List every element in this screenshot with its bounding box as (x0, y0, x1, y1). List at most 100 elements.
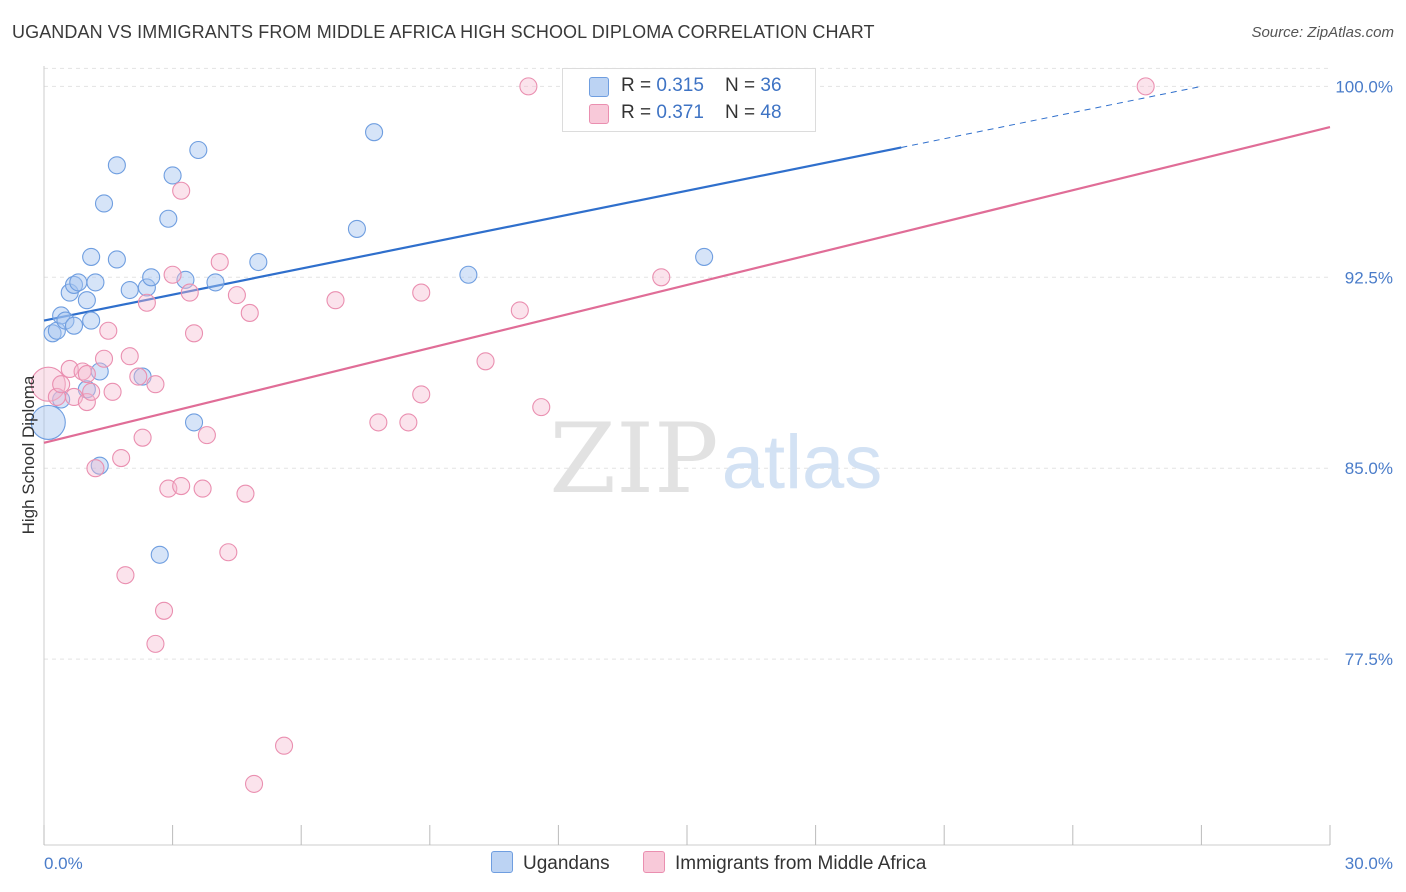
legend-swatch-middle-africa (589, 104, 609, 124)
point-middle-africa (30, 366, 66, 402)
point-middle-africa (275, 736, 294, 755)
point-ugandans (107, 156, 126, 175)
point-middle-africa (399, 413, 418, 432)
point-middle-africa (180, 283, 199, 302)
tick-labels: 77.5% 85.0% 92.5% 100.0% 0.0% 30.0% (44, 77, 1393, 873)
point-ugandans (459, 265, 478, 284)
point-middle-africa (112, 448, 131, 468)
y-tick-label: 92.5% (1345, 268, 1393, 287)
point-ugandans (184, 413, 204, 432)
point-middle-africa (82, 382, 101, 401)
point-middle-africa (99, 321, 118, 340)
point-middle-africa (129, 367, 148, 386)
point-middle-africa (193, 479, 212, 498)
point-ugandans (163, 166, 182, 185)
point-middle-africa (120, 347, 139, 366)
point-ugandans (249, 252, 268, 272)
trend-line-ugandans-extension (901, 85, 1202, 148)
point-ugandans (189, 140, 208, 160)
point-middle-africa (240, 303, 259, 322)
x-tick-label: 30.0% (1345, 854, 1393, 873)
point-middle-africa (219, 543, 238, 562)
bottom-legend-middle-africa: Immigrants from Middle Africa (643, 851, 926, 875)
point-middle-africa (652, 268, 671, 287)
point-middle-africa (236, 484, 255, 503)
legend-n-label: N = (725, 75, 761, 96)
y-tick-label: 100.0% (1335, 77, 1393, 96)
point-middle-africa (172, 476, 191, 496)
point-middle-africa (244, 774, 264, 793)
point-ugandans (77, 291, 96, 310)
point-middle-africa (412, 283, 431, 302)
watermark-zip: ZIP (549, 403, 718, 515)
point-middle-africa (197, 426, 216, 445)
point-middle-africa (519, 77, 538, 96)
point-ugandans (69, 273, 88, 292)
x-tick-label: 0.0% (44, 854, 83, 873)
point-middle-africa (326, 291, 345, 310)
bottom-legend-ugandans: Ugandans (491, 851, 610, 875)
point-ugandans (64, 316, 84, 335)
point-middle-africa (116, 566, 135, 585)
point-middle-africa (369, 413, 388, 432)
legend-n-value: 36 (760, 75, 782, 96)
point-middle-africa (227, 286, 246, 305)
point-middle-africa (510, 301, 529, 320)
point-middle-africa (172, 181, 191, 200)
point-middle-africa (133, 428, 152, 447)
y-axis-label: High School Diploma (19, 375, 38, 534)
point-middle-africa (154, 601, 174, 620)
point-middle-africa (210, 252, 229, 272)
legend-swatch-ugandans (589, 77, 609, 97)
y-tick-label: 85.0% (1345, 459, 1393, 478)
legend-r-value: 0.371 (656, 102, 704, 123)
y-tick-label: 77.5% (1345, 650, 1393, 669)
point-middle-africa (532, 398, 551, 417)
point-ugandans (82, 311, 101, 330)
legend-n-label: N = (725, 102, 761, 123)
point-ugandans (86, 273, 105, 292)
trend-lines (43, 85, 1331, 444)
bottom-legend-swatch-middle-africa (643, 851, 665, 873)
point-ugandans (56, 311, 75, 330)
bottom-legend-swatch-ugandans (491, 851, 513, 873)
bottom-legend-label-middle-africa: Immigrants from Middle Africa (675, 853, 927, 874)
point-ugandans (695, 247, 714, 266)
point-ugandans (94, 194, 114, 213)
watermark-atlas: atlas (722, 420, 883, 505)
point-middle-africa (184, 324, 204, 343)
bottom-legend-label-ugandans: Ugandans (523, 853, 610, 874)
point-ugandans (150, 545, 169, 564)
point-ugandans (30, 404, 66, 440)
point-middle-africa (1136, 77, 1155, 96)
point-ugandans (206, 273, 225, 292)
stats-legend: R = 0.315 N = 36 R = 0.371 N = 48 (562, 68, 816, 132)
point-ugandans (120, 280, 139, 300)
point-middle-africa (146, 634, 165, 653)
point-ugandans (159, 209, 178, 228)
watermark: ZIP atlas (549, 403, 882, 515)
trend-line-middle-africa (43, 126, 1331, 444)
point-ugandans (107, 250, 126, 269)
point-ugandans (365, 123, 384, 142)
point-middle-africa (86, 459, 105, 478)
point-middle-africa (412, 385, 431, 404)
point-middle-africa (163, 265, 182, 284)
trend-line-ugandans (43, 146, 902, 322)
point-middle-africa (137, 293, 156, 312)
point-ugandans (347, 219, 366, 238)
point-middle-africa (77, 392, 96, 412)
legend-r-value: 0.315 (656, 75, 704, 96)
legend-r-label: R = (621, 75, 657, 96)
legend-r-label: R = (621, 102, 657, 123)
point-middle-africa (476, 352, 495, 371)
point-ugandans (137, 278, 156, 297)
chart-title: UGANDAN VS IMMIGRANTS FROM MIDDLE AFRICA… (12, 22, 875, 42)
data-points (30, 77, 1155, 793)
point-middle-africa (103, 382, 122, 401)
point-ugandans (142, 268, 161, 287)
legend-n-value: 48 (760, 102, 782, 123)
axes (43, 66, 1331, 846)
point-middle-africa (52, 375, 71, 394)
